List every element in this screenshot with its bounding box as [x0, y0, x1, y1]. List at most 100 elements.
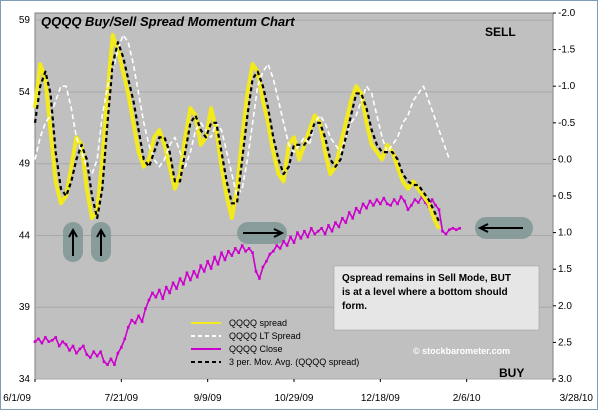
close-point — [261, 265, 265, 269]
right-tick-label: -0.5 — [558, 118, 576, 129]
close-point — [458, 226, 462, 230]
close-point — [92, 350, 96, 354]
buy-label: BUY — [499, 366, 524, 380]
right-tick-label: 0.0 — [558, 154, 572, 165]
close-point — [337, 225, 341, 229]
note-line-1: Qspread remains in Sell Mode, BUT — [342, 273, 511, 284]
close-point — [299, 237, 303, 240]
close-point — [57, 344, 61, 348]
legend-label: QQQQ Close — [229, 344, 283, 354]
close-point — [351, 216, 355, 220]
close-point — [330, 229, 334, 233]
close-point — [175, 287, 178, 290]
credit-text: © stockbarometer.com — [413, 346, 510, 356]
close-point — [313, 232, 317, 236]
close-point — [282, 239, 285, 243]
close-point — [258, 277, 261, 280]
buy-signal-arrows — [63, 217, 533, 262]
close-point — [396, 202, 399, 206]
right-tick-label: 3.0 — [558, 374, 572, 385]
close-point — [40, 341, 44, 345]
close-point — [275, 244, 279, 247]
x-tick-label: 12/18/09 — [361, 393, 400, 404]
close-point — [347, 211, 351, 214]
x-axis: 6/1/09 7/21/09 9/9/09 10/29/09 12/18/09 2/6/1… — [3, 379, 593, 404]
close-point — [379, 202, 382, 206]
close-point — [254, 270, 258, 273]
close-point — [199, 264, 203, 267]
close-point — [106, 363, 109, 366]
close-point — [168, 291, 171, 295]
close-point — [213, 255, 216, 259]
close-point — [437, 208, 441, 211]
close-point — [410, 204, 413, 207]
close-point — [171, 281, 175, 285]
close-point — [75, 351, 78, 355]
close-point — [216, 262, 220, 266]
close-point — [320, 226, 323, 230]
close-point — [37, 337, 40, 341]
legend-label: QQQQ spread — [229, 318, 287, 328]
close-point — [406, 208, 410, 211]
close-point — [158, 288, 161, 292]
close-point — [237, 251, 241, 254]
close-point — [244, 249, 247, 253]
close-point — [140, 320, 144, 323]
close-point — [399, 195, 403, 199]
close-point — [448, 228, 451, 232]
close-point — [185, 271, 189, 275]
close-point — [372, 204, 375, 207]
close-point — [147, 298, 151, 302]
close-point — [54, 336, 58, 339]
close-point — [130, 318, 133, 322]
close-point — [82, 344, 85, 348]
close-point — [334, 221, 337, 224]
left-tick-label: 44 — [19, 230, 31, 241]
note-line-2: is at a level where a bottom should — [342, 287, 508, 298]
close-point — [133, 321, 137, 325]
close-point — [323, 232, 327, 236]
right-tick-label: 2.5 — [558, 337, 572, 348]
close-point — [44, 336, 47, 339]
close-point — [251, 251, 254, 254]
close-point — [375, 198, 379, 201]
close-point — [455, 228, 458, 232]
close-point — [289, 235, 292, 239]
x-tick-label: 6/1/09 — [3, 393, 31, 404]
left-tick-label: 59 — [19, 15, 31, 26]
x-tick-label: 7/21/09 — [105, 393, 139, 404]
close-point — [50, 338, 54, 342]
close-point — [306, 235, 310, 239]
close-point — [206, 260, 209, 263]
close-point — [413, 198, 417, 201]
close-point — [85, 353, 89, 356]
close-point — [230, 254, 234, 257]
right-tick-label: 2.0 — [558, 301, 572, 312]
close-point — [358, 211, 361, 214]
right-tick-label: 0.5 — [558, 191, 572, 202]
close-point — [47, 340, 51, 343]
close-point — [192, 270, 196, 273]
up-arrow-icon — [96, 227, 106, 256]
close-point — [227, 249, 230, 253]
close-point — [102, 360, 106, 364]
close-point — [99, 350, 102, 354]
close-point — [341, 216, 344, 220]
chart-title: QQQQ Buy/Sell Spread Momentum Chart — [41, 14, 295, 29]
left-tick-label: 34 — [19, 374, 31, 385]
close-point — [296, 231, 299, 234]
right-tick-label: -1.5 — [558, 45, 576, 56]
close-point — [434, 204, 437, 207]
close-point — [161, 297, 165, 300]
close-point — [144, 307, 147, 310]
note-line-3: form. — [342, 301, 367, 312]
close-point — [403, 199, 406, 203]
close-point — [178, 277, 182, 280]
close-point — [423, 201, 427, 204]
close-point — [120, 346, 123, 349]
series-line-qqqq-spread — [33, 33, 441, 230]
close-point — [268, 252, 272, 256]
series-line-3-per-mov-avg-qqqq-spread — [33, 41, 440, 223]
close-point — [33, 340, 37, 343]
